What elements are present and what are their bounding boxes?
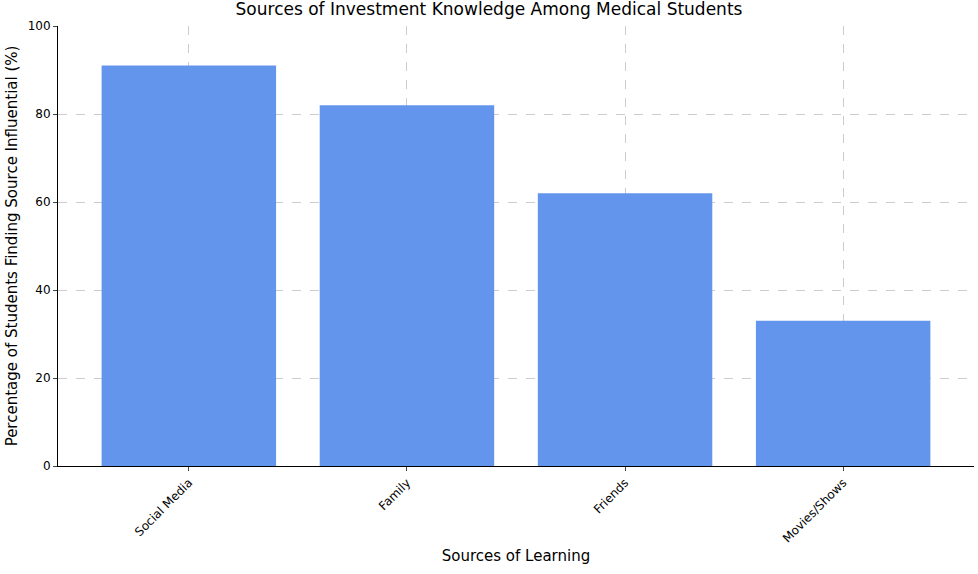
svg-text:Sources of Investment Knowledg: Sources of Investment Knowledge Among Me… xyxy=(236,0,743,19)
svg-text:Family: Family xyxy=(376,476,413,513)
svg-text:80: 80 xyxy=(35,107,50,121)
svg-text:Sources of Learning: Sources of Learning xyxy=(442,547,590,565)
svg-text:Social Media: Social Media xyxy=(132,476,195,539)
svg-text:Percentage of Students Finding: Percentage of Students Finding Source In… xyxy=(3,46,21,447)
svg-text:Movies/Shows: Movies/Shows xyxy=(780,476,850,546)
svg-text:20: 20 xyxy=(35,371,50,385)
svg-text:Friends: Friends xyxy=(591,476,631,516)
svg-text:40: 40 xyxy=(35,283,50,297)
svg-text:100: 100 xyxy=(28,19,51,33)
svg-text:60: 60 xyxy=(35,195,50,209)
svg-text:0: 0 xyxy=(43,459,51,473)
